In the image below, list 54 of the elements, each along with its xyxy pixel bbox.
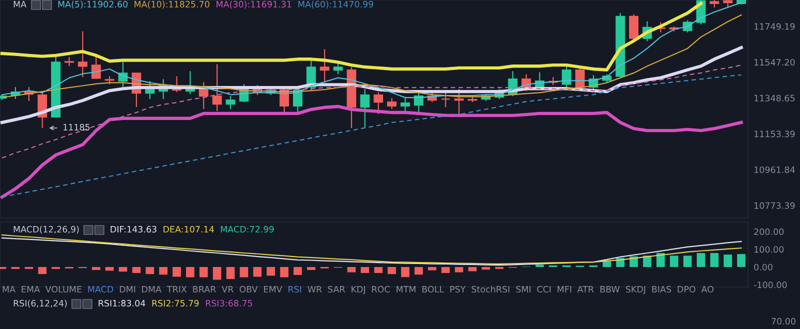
annotation: ATR bbox=[577, 286, 594, 292]
annotation: VR bbox=[222, 286, 234, 292]
text: 11185 bbox=[63, 124, 90, 131]
y-tick-label: 10961.84 bbox=[754, 166, 795, 174]
y-tick-label: 200.00 bbox=[754, 228, 784, 236]
annotation: MACD bbox=[88, 286, 114, 293]
annotation: TRIX bbox=[166, 286, 187, 292]
annotation: EMV bbox=[264, 286, 282, 292]
annotation: BBW bbox=[600, 286, 620, 292]
annotation: CCI bbox=[537, 286, 551, 293]
annotation: MA(30):11691.31 bbox=[216, 0, 292, 9]
annotation: EMA bbox=[22, 286, 40, 292]
annotation: MA(5):11902.60 bbox=[58, 0, 128, 9]
y-tick-label: -100.00 bbox=[754, 282, 787, 288]
annotation: BOLL bbox=[422, 286, 444, 293]
y-tick-label: 11348.65 bbox=[754, 94, 795, 102]
annotation: MFI bbox=[558, 286, 572, 292]
annotation: PSY bbox=[450, 286, 466, 293]
text: 70.00 bbox=[772, 318, 796, 325]
annotation: SKDJ bbox=[626, 286, 646, 294]
chart-title: MACD(12,26,9) bbox=[14, 226, 79, 234]
annotation: VOLUME bbox=[45, 286, 82, 293]
y-tick-label: 0.00 bbox=[754, 264, 772, 270]
annotation: ROC bbox=[372, 286, 390, 293]
annotation: StochRSI bbox=[472, 286, 510, 293]
annotation: DEA:107.14 bbox=[164, 226, 214, 233]
annotation: MACD:72.99 bbox=[220, 226, 274, 233]
annotation: BIAS bbox=[652, 286, 672, 293]
annotation: BRAR bbox=[193, 286, 216, 292]
y-tick-label: 11153.39 bbox=[754, 130, 795, 138]
annotation: MA bbox=[2, 286, 16, 292]
annotation: RSI bbox=[288, 286, 302, 293]
annotation: MA(60):11470.99 bbox=[298, 0, 374, 9]
annotation: WR bbox=[308, 286, 322, 292]
chart-title: MA bbox=[14, 1, 26, 8]
annotation: AO bbox=[701, 286, 714, 293]
annotation: KDJ bbox=[352, 286, 366, 294]
annotation: SMI bbox=[516, 286, 530, 293]
annotation: DPO bbox=[678, 286, 696, 293]
annotation: MA(10):11825.70 bbox=[134, 0, 210, 9]
annotation: MTM bbox=[396, 286, 416, 292]
y-tick-label: 11547.20 bbox=[754, 58, 795, 66]
text: RSI1:83.04 bbox=[98, 300, 146, 307]
annotation: DIF:143.63 bbox=[110, 226, 156, 233]
text: RSI3:68.75 bbox=[206, 300, 252, 307]
y-tick-label: 10773.39 bbox=[754, 202, 795, 209]
annotation: DMI bbox=[120, 286, 136, 292]
text: RSI(6,12,24) bbox=[14, 300, 67, 308]
y-tick-label: 11749.19 bbox=[754, 23, 795, 30]
y-tick-label: 100.00 bbox=[754, 246, 784, 253]
text: RSI2:75.79 bbox=[152, 300, 199, 307]
annotation: DMA bbox=[142, 286, 162, 292]
annotation: OBV bbox=[240, 286, 258, 293]
annotation: SAR bbox=[328, 286, 346, 293]
